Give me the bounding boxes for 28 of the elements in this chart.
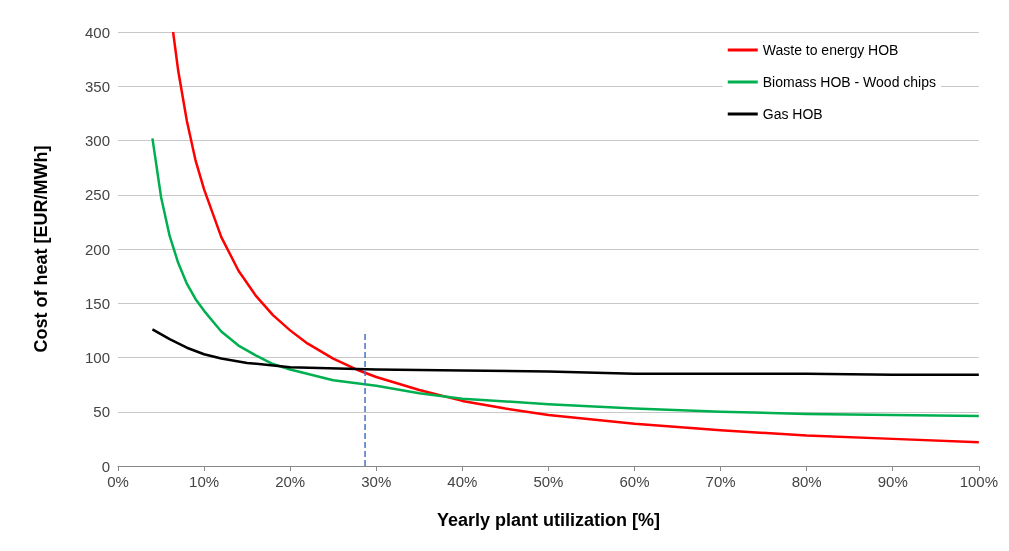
x-tick-label: 20% (275, 473, 306, 490)
line-series (151, 137, 981, 418)
x-tick-label: 0% (107, 473, 129, 490)
x-axis-title: Yearly plant utilization [%] (436, 510, 660, 530)
x-tick-label: 80% (791, 473, 822, 490)
x-tick-label: 10% (189, 473, 220, 490)
line-series (171, 30, 981, 444)
y-tick-label: 100 (84, 349, 110, 366)
x-tick-label: 60% (619, 473, 650, 490)
legend-label: Gas HOB (762, 106, 823, 122)
y-tick-label: 150 (84, 294, 110, 312)
y-tick-label: 350 (84, 77, 110, 95)
x-tick-label: 70% (705, 473, 736, 490)
x-tick-label: 30% (361, 473, 392, 490)
legend-label: Biomass HOB - Wood chips (762, 74, 937, 90)
y-tick-label: 200 (84, 240, 110, 258)
legend-label: Waste to energy HOB (762, 42, 899, 58)
y-tick-label: 250 (84, 186, 110, 204)
y-axis-title: Cost of heat [EUR/MWh] (31, 145, 51, 353)
line-series (151, 328, 981, 377)
y-tick-label: 300 (84, 132, 110, 149)
y-tick-label: 0 (101, 457, 110, 475)
x-tick-label: 90% (877, 473, 908, 490)
x-tick-label: 50% (533, 473, 564, 490)
x-tick-label: 100% (959, 473, 999, 490)
y-tick-label: 400 (84, 23, 110, 41)
x-tick-label: 40% (447, 473, 478, 490)
y-tick-label: 50 (93, 403, 110, 421)
